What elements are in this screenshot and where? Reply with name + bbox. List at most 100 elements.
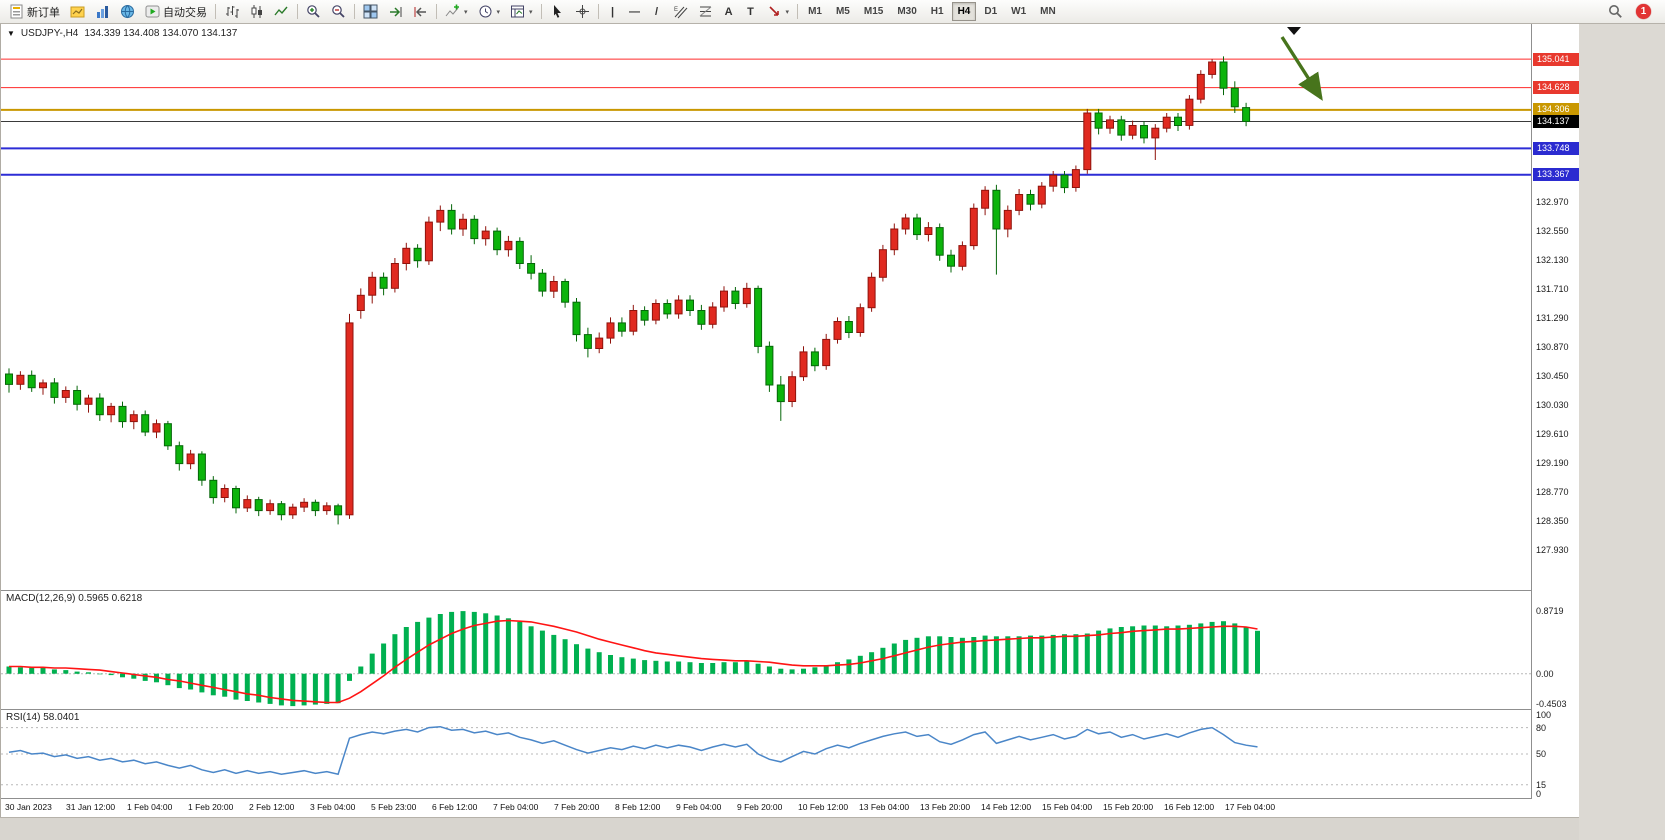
candle [935, 223, 944, 261]
notification-badge[interactable]: 1 [1636, 4, 1651, 19]
timeframe-h1[interactable]: H1 [930, 6, 944, 17]
candle [595, 332, 604, 354]
text-label-button[interactable]: T [740, 1, 762, 23]
line-chart-button[interactable] [269, 1, 294, 23]
zoom-out-icon [331, 4, 346, 19]
vertical-line-button[interactable]: | [602, 1, 624, 23]
macd-bar [222, 673, 228, 697]
time-label: 13 Feb 04:00 [859, 802, 910, 812]
macd-bar [1175, 625, 1181, 674]
collapse-chart-icon[interactable]: ▼ [7, 29, 15, 38]
macd-bar [1198, 623, 1204, 674]
cursor-button[interactable] [545, 1, 570, 23]
candle [697, 304, 706, 330]
market-depth-button[interactable] [90, 1, 115, 23]
periods-button[interactable]: ▾ [473, 1, 506, 23]
rsi-canvas[interactable] [1, 710, 1531, 798]
macd-bar [1209, 621, 1215, 674]
candle [288, 503, 297, 519]
timeframe-d1[interactable]: D1 [984, 6, 998, 17]
macd-bar [698, 663, 704, 674]
candle [402, 242, 411, 271]
candle [322, 502, 331, 515]
macd-bar [721, 662, 727, 674]
macd-bar [664, 661, 670, 674]
candlestick-chart-button[interactable] [244, 1, 269, 23]
macd-label: MACD(12,26,9) 0.5965 0.6218 [6, 593, 143, 604]
chart-shift-button[interactable] [408, 1, 433, 23]
macd-bar [982, 635, 988, 674]
macd-bar [619, 657, 625, 674]
fibonacci-button[interactable] [693, 1, 718, 23]
macd-bar [528, 626, 534, 674]
timeframe-mn[interactable]: MN [1040, 6, 1056, 17]
main-chart-canvas[interactable] [1, 24, 1531, 590]
timeframe-m15[interactable]: M15 [863, 6, 884, 17]
timeframe-h4[interactable]: H4 [951, 2, 977, 21]
panel-splitter[interactable] [1, 709, 1579, 710]
macd-bar [801, 668, 806, 674]
auto-scroll-button[interactable] [383, 1, 408, 23]
autotrading-button[interactable]: 自动交易 [140, 1, 212, 23]
candle [1128, 120, 1137, 140]
charts-button[interactable] [65, 1, 90, 23]
macd-canvas[interactable] [1, 591, 1531, 709]
macd-bar [1050, 634, 1056, 674]
macd-bar [835, 662, 840, 674]
candle [674, 295, 683, 319]
timeframe-m1[interactable]: M1 [808, 6, 822, 17]
timeframe-m30[interactable]: M30 [897, 6, 917, 17]
candle [345, 313, 354, 519]
down-triangle-marker-icon[interactable] [1287, 27, 1301, 35]
panel-splitter[interactable] [1, 590, 1579, 591]
macd-bar [1073, 634, 1079, 674]
macd-bar [574, 644, 579, 674]
price-tick: 130.450 [1536, 371, 1569, 382]
rsi-line [8, 725, 1258, 776]
macd-bar [324, 673, 330, 704]
candle [504, 235, 513, 257]
price-tag-134.306: 134.306 [1533, 103, 1579, 117]
community-button[interactable] [115, 1, 140, 23]
candle [1094, 108, 1103, 135]
rsi-tick: 80 [1536, 722, 1547, 733]
templates-button[interactable]: ▾ [505, 1, 538, 23]
macd-bar [51, 669, 57, 674]
candle [708, 302, 717, 329]
arrows-dropdown-button[interactable]: ▾ [762, 1, 795, 23]
candle [844, 316, 853, 339]
candle [50, 378, 59, 404]
macd-bar [267, 673, 273, 704]
candle [1071, 165, 1080, 192]
zoom-in-icon [306, 4, 321, 19]
time-scale[interactable]: 30 Jan 2023 31 Jan 12:00 1 Feb 04:00 1 Feb … [1, 799, 1531, 817]
text-button[interactable]: A [718, 1, 740, 23]
autotrading-label: 自动交易 [163, 6, 207, 19]
indicators-button[interactable]: ▾ [440, 1, 473, 23]
trendline-button[interactable]: / [646, 1, 668, 23]
zoom-out-button[interactable] [326, 1, 351, 23]
timeframe-w1[interactable]: W1 [1011, 6, 1027, 17]
new-order-button[interactable]: 新订单 [4, 1, 65, 23]
toolbar-separator [354, 4, 355, 19]
tile-windows-button[interactable] [358, 1, 383, 23]
candle [822, 333, 831, 370]
macd-bar [585, 648, 591, 674]
price-scale[interactable]: 132.970 132.550 132.130 131.710 131.290 130.8… [1531, 24, 1579, 799]
panel-splitter[interactable] [1, 798, 1579, 799]
candle [163, 420, 172, 450]
horizontal-line-button[interactable]: — [624, 1, 646, 23]
macd-bar [1186, 624, 1192, 674]
zoom-in-button[interactable] [301, 1, 326, 23]
candle [39, 379, 47, 395]
candle [1037, 182, 1046, 209]
search-button[interactable] [1603, 1, 1628, 23]
scale-corner [1531, 799, 1579, 817]
trend-arrow-annotation[interactable] [1280, 36, 1323, 101]
crosshair-button[interactable] [570, 1, 595, 23]
line-chart-icon [274, 4, 289, 19]
bar-chart-button[interactable] [219, 1, 244, 23]
equidistant-channel-button[interactable]: E [668, 1, 693, 23]
timeframe-m5[interactable]: M5 [835, 6, 850, 17]
candle [981, 186, 990, 216]
